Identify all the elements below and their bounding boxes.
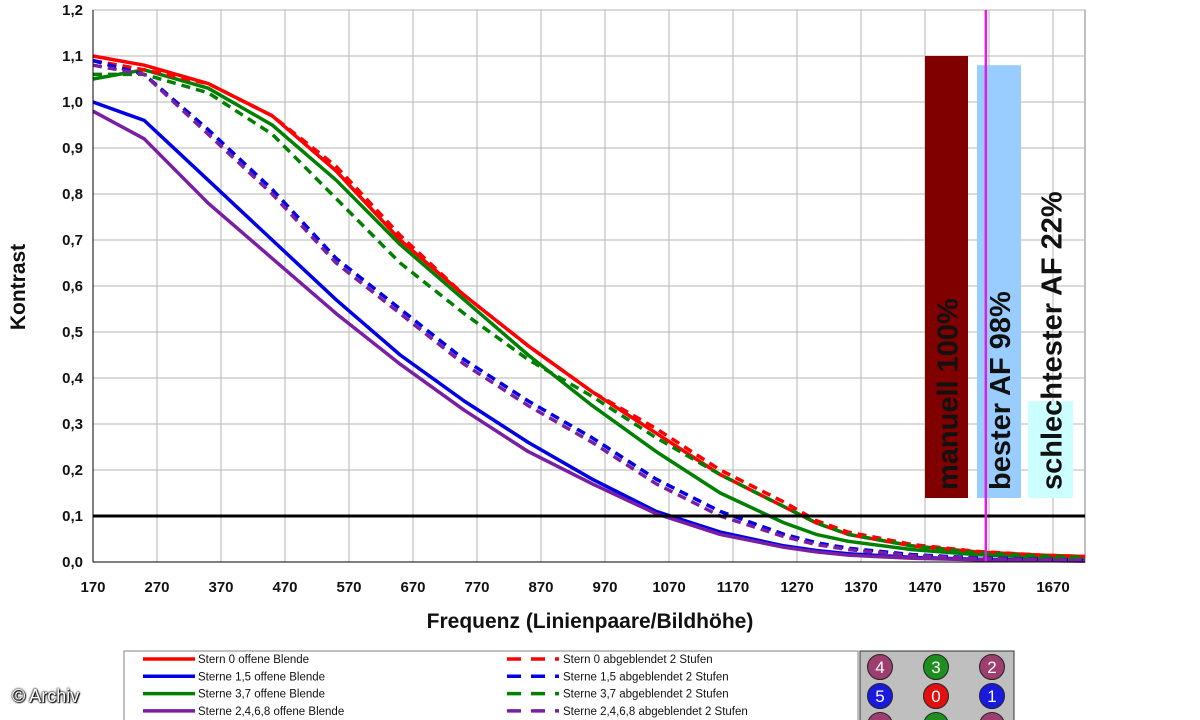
series-line: [93, 72, 1086, 560]
star-badge: [923, 683, 949, 709]
af-bar-label: bester AF 98%: [985, 291, 1017, 490]
series-line: [92, 58, 1086, 562]
af-bar-label: manuell 100%: [933, 298, 965, 490]
y-axis-title: Kontrast: [7, 244, 30, 330]
legend-label: Sterne 3,7 offene Blende: [198, 689, 325, 701]
x-tick-label: 1070: [652, 579, 685, 596]
star-badge-label: 1: [987, 687, 996, 706]
y-tick-label: 0,9: [62, 140, 83, 157]
y-tick-label: 0,2: [62, 462, 83, 479]
credit-watermark: © Archiv: [12, 686, 80, 706]
legend-label: Sterne 2,4,6,8 offene Blende: [198, 706, 344, 718]
star-badge: [867, 683, 893, 709]
series-lines: [92, 10, 1086, 563]
star-position-key: 4 3 2 5 0 1: [859, 650, 1015, 720]
y-tick-label: 0,1: [62, 508, 83, 525]
x-tick-label: 970: [592, 579, 617, 596]
y-tick-label: 1,2: [62, 2, 83, 19]
series-line: [92, 68, 1086, 561]
star-badge-label: 5: [875, 687, 884, 706]
x-tick-label: 670: [400, 579, 425, 596]
grid: [92, 9, 1086, 563]
x-tick-label: 270: [144, 579, 169, 596]
x-tick-label: 170: [80, 579, 105, 596]
y-tick-label: 1,1: [62, 48, 83, 65]
x-tick-label: 1670: [1036, 579, 1069, 596]
star-badge: [868, 712, 892, 720]
star-badge-label: 3: [931, 658, 940, 677]
legend-label: Stern 0 offene Blende: [198, 654, 309, 666]
y-tick-label: 0,3: [62, 416, 83, 433]
y-tick-label: 0,8: [62, 186, 83, 203]
axes: 0,0 0,1 0,2 0,3 0,4 0,5 0,6 0,7 0,8 0,9 1,0 1,1 1,2 1…: [62, 2, 1085, 596]
y-tick-label: 0,4: [62, 370, 84, 387]
y-tick-label: 0,5: [62, 324, 83, 341]
star-badge: [924, 712, 948, 720]
star-badge-label: 0: [931, 687, 940, 706]
x-tick-label: 570: [336, 579, 361, 596]
af-bars: manuell 100% bester AF 98% schlechtester A…: [925, 56, 1073, 498]
star-badge: [980, 712, 1004, 720]
series-line: [92, 109, 1086, 563]
x-tick-label: 370: [208, 579, 233, 596]
y-tick-label: 0,6: [62, 278, 83, 295]
af-bar: [977, 65, 1021, 498]
legend-label: Sterne 1,5 abgeblendet 2 Stufen: [563, 671, 729, 683]
legend-label: Sterne 2,4,6,8 abgeblendet 2 Stufen: [563, 706, 748, 718]
x-tick-label: 1470: [908, 579, 941, 596]
star-badge-label: 2: [987, 658, 996, 677]
legend-label: Sterne 3,7 abgeblendet 2 Stufen: [563, 689, 729, 701]
x-tick-label: 1270: [780, 579, 813, 596]
star-badge: [979, 654, 1005, 680]
af-bar-label: schlechtester AF 22%: [1037, 191, 1069, 490]
x-axis-title: Frequenz (Linienpaare/Bildhöhe): [427, 610, 754, 633]
x-tick-label: 770: [464, 579, 489, 596]
series-line: [92, 63, 1086, 562]
x-tick-label: 870: [528, 579, 553, 596]
y-tick-label: 1,0: [62, 94, 83, 111]
af-bar: [925, 56, 968, 498]
x-tick-label: 1570: [972, 579, 1005, 596]
legend-box: [123, 650, 859, 720]
af-bar: [1028, 401, 1073, 498]
x-tick-label: 1170: [717, 579, 750, 596]
x-tick-label: 1370: [844, 579, 877, 596]
y-tick-label: 0,7: [62, 232, 83, 249]
star-badge: [979, 683, 1005, 709]
star-badge: [923, 654, 949, 680]
y-tick-label: 0,0: [62, 554, 83, 571]
legend-label: Sterne 1,5 offene Blende: [198, 671, 325, 683]
star-badge-label: 4: [875, 658, 884, 677]
legend: Stern 0 offene Blende Sterne 1,5 offene B…: [123, 650, 859, 720]
legend-label: Stern 0 abgeblendet 2 Stufen: [563, 654, 713, 666]
star-badge: [867, 654, 893, 680]
x-tick-label: 470: [272, 579, 297, 596]
